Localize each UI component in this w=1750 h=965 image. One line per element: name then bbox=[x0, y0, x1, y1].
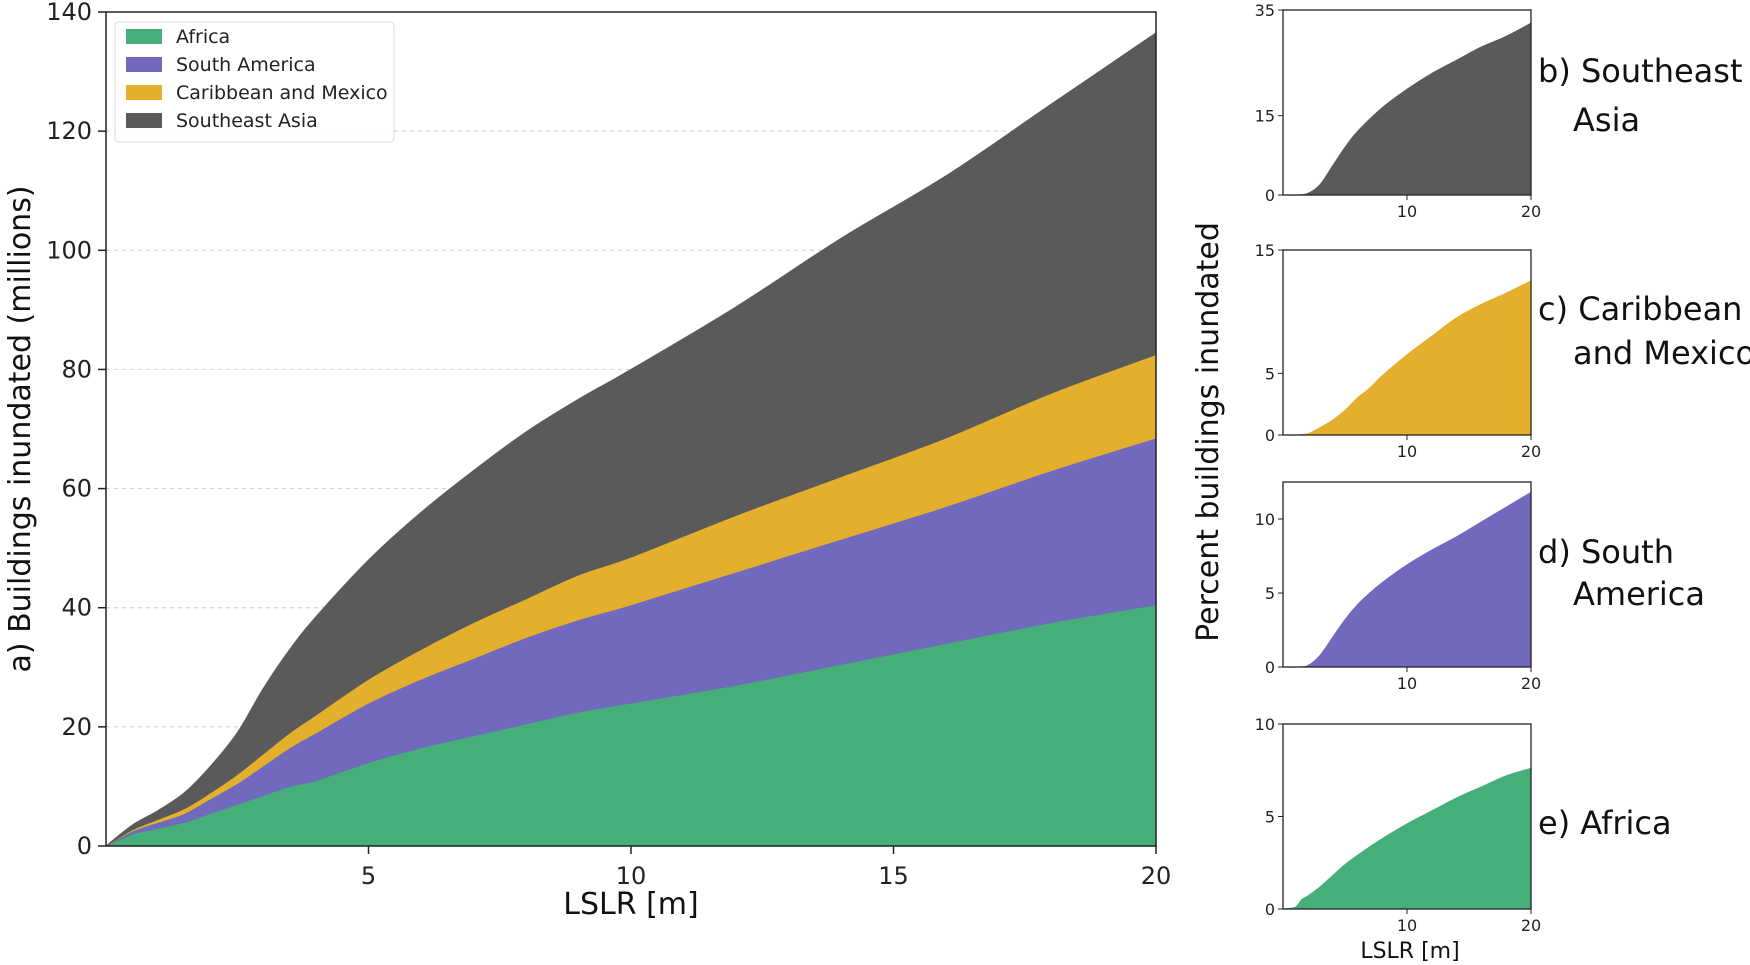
small-panels-y-axis-title: Percent buildings inundated bbox=[1191, 222, 1226, 642]
panel-d-title: d) South bbox=[1538, 533, 1674, 571]
legend-label: Southeast Asia bbox=[176, 110, 318, 132]
panel-b: 0 15 35 10 20 b) Southeast Asia bbox=[1255, 1, 1743, 221]
panel-y-tick-label: 0 bbox=[1265, 900, 1275, 919]
panel-x-tick-label: 20 bbox=[1521, 442, 1541, 461]
legend-box bbox=[114, 21, 395, 143]
legend-swatch bbox=[126, 113, 162, 128]
main-y-tick-label: 140 bbox=[46, 0, 92, 26]
panel-b-title: Asia bbox=[1573, 101, 1640, 139]
legend-items: Africa South America Caribbean and Mexico S… bbox=[126, 26, 388, 132]
main-chart-stacked-area: 0 20 40 60 80 100 120 140 5 10 15 20 LSLR [m] a) Bu… bbox=[3, 0, 1171, 922]
main-x-tick-label: 20 bbox=[1141, 862, 1172, 890]
panel-y-tick-label: 35 bbox=[1255, 1, 1275, 20]
legend: Africa South America Caribbean and Mexico S… bbox=[114, 21, 395, 143]
panel-e-title: e) Africa bbox=[1538, 804, 1672, 842]
legend-label: Caribbean and Mexico bbox=[176, 82, 388, 104]
panel-y-tick-label: 15 bbox=[1255, 107, 1275, 126]
main-x-tick-label: 10 bbox=[616, 862, 647, 890]
panel-b-area bbox=[1282, 22, 1532, 196]
panel-y-tick-label: 15 bbox=[1255, 241, 1275, 260]
main-y-tick-label: 80 bbox=[61, 355, 92, 383]
panel-x-tick-label: 10 bbox=[1397, 916, 1417, 935]
legend-label: Africa bbox=[176, 26, 230, 48]
panel-e-area bbox=[1282, 767, 1532, 910]
panel-y-tick-label: 5 bbox=[1265, 808, 1275, 827]
small-panels-x-axis-title: LSLR [m] bbox=[1360, 939, 1459, 964]
panel-y-tick-label: 0 bbox=[1265, 658, 1275, 677]
panel-x-tick-label: 10 bbox=[1397, 442, 1417, 461]
main-y-tick-label: 60 bbox=[61, 475, 92, 503]
legend-swatch bbox=[126, 29, 162, 44]
panel-y-tick-label: 10 bbox=[1255, 715, 1275, 734]
main-y-tick-label: 40 bbox=[61, 594, 92, 622]
panel-d: 0 5 10 10 20 d) South America bbox=[1255, 481, 1705, 693]
panel-y-tick-label: 0 bbox=[1265, 186, 1275, 205]
main-y-tick-label: 20 bbox=[61, 713, 92, 741]
main-x-axis-title: LSLR [m] bbox=[563, 887, 698, 922]
panel-x-tick-label: 10 bbox=[1397, 674, 1417, 693]
main-y-tick-label: 120 bbox=[46, 117, 92, 145]
panel-c-area bbox=[1282, 280, 1532, 436]
panel-y-tick-label: 0 bbox=[1265, 426, 1275, 445]
legend-swatch bbox=[126, 57, 162, 72]
main-ticks: 0 20 40 60 80 100 120 140 5 10 15 20 bbox=[46, 0, 1171, 890]
panel-b-title: b) Southeast bbox=[1538, 52, 1742, 90]
main-x-tick-label: 5 bbox=[361, 862, 376, 890]
main-x-tick-label: 15 bbox=[878, 862, 909, 890]
panel-c: 0 5 15 10 20 c) Caribbean and Mexico bbox=[1255, 241, 1750, 461]
main-y-axis-title: a) Buildings inundated (millions) bbox=[3, 185, 38, 672]
panel-c-title: and Mexico bbox=[1573, 334, 1750, 372]
legend-label: South America bbox=[176, 54, 316, 76]
legend-swatch bbox=[126, 85, 162, 100]
area-southeast-asia bbox=[105, 31, 1157, 847]
small-panels: 0 15 35 10 20 b) Southeast Asia 0 5 15 10 20 c) Cari… bbox=[1255, 1, 1750, 935]
panel-y-tick-label: 5 bbox=[1265, 364, 1275, 383]
panel-x-tick-label: 10 bbox=[1397, 202, 1417, 221]
panel-y-tick-label: 10 bbox=[1255, 510, 1275, 529]
panel-x-tick-label: 20 bbox=[1521, 202, 1541, 221]
main-y-tick-label: 0 bbox=[77, 832, 92, 860]
panel-x-tick-label: 20 bbox=[1521, 674, 1541, 693]
panel-d-title: America bbox=[1573, 575, 1705, 613]
main-areas bbox=[105, 31, 1157, 847]
panel-e: 0 5 10 10 20 e) Africa bbox=[1255, 715, 1672, 935]
panel-y-tick-label: 5 bbox=[1265, 584, 1275, 603]
panel-c-title: c) Caribbean bbox=[1538, 290, 1742, 328]
panel-x-tick-label: 20 bbox=[1521, 916, 1541, 935]
panel-d-area bbox=[1282, 491, 1532, 668]
main-y-tick-label: 100 bbox=[46, 236, 92, 264]
